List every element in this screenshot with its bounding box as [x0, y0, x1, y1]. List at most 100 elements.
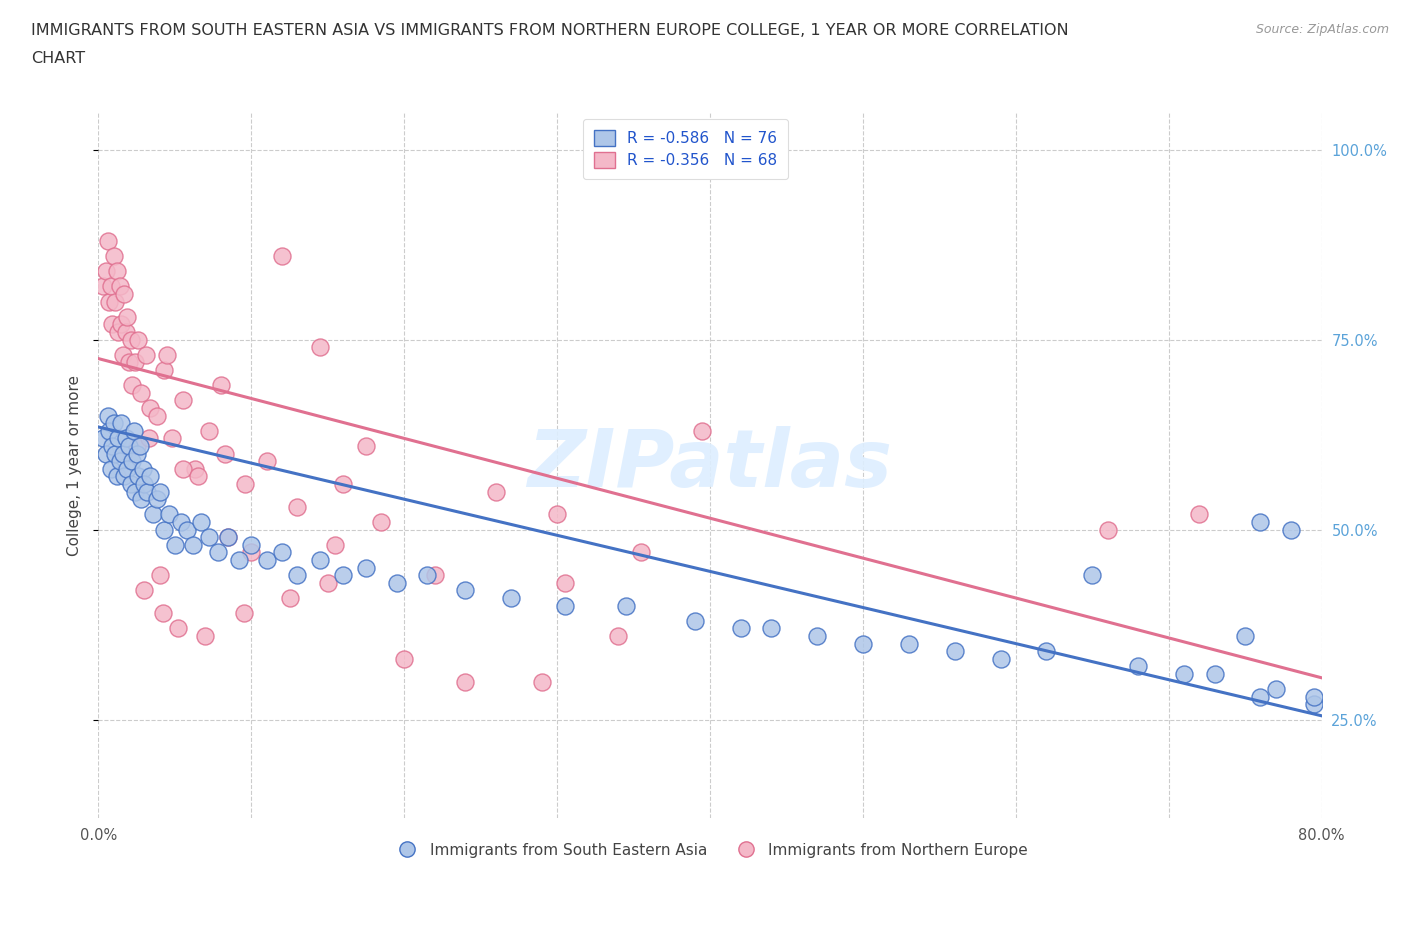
Point [370, 514, 392, 529]
Point [184, 461, 207, 476]
Legend: Immigrants from South Eastern Asia, Immigrants from Northern Europe: Immigrants from South Eastern Asia, Immi… [385, 837, 1035, 864]
Point [120, 332, 142, 347]
Point [167, 621, 190, 636]
Point [1234, 629, 1257, 644]
Point [125, 439, 148, 454]
Point [101, 317, 124, 332]
Point [190, 514, 212, 529]
Point [115, 431, 138, 445]
Point [108, 454, 131, 469]
Point [285, 499, 308, 514]
Point [94, 446, 117, 461]
Point [149, 485, 172, 499]
Point [107, 431, 129, 445]
Point [423, 567, 446, 582]
Point [270, 248, 292, 263]
Point [1128, 659, 1150, 674]
Point [153, 363, 176, 378]
Point [501, 591, 523, 605]
Point [160, 431, 183, 445]
Text: CHART: CHART [31, 51, 84, 66]
Point [104, 446, 127, 461]
Point [325, 538, 347, 552]
Point [990, 651, 1012, 666]
Point [176, 522, 198, 537]
Point [1279, 522, 1302, 537]
Point [112, 286, 135, 301]
Point [156, 348, 179, 363]
Point [142, 507, 165, 522]
Point [1264, 682, 1286, 697]
Point [256, 454, 278, 469]
Point [91, 279, 114, 294]
Point [138, 431, 160, 445]
Point [1249, 514, 1271, 529]
Point [128, 439, 150, 454]
Point [759, 621, 782, 636]
Point [134, 476, 156, 491]
Point [107, 325, 129, 339]
Point [134, 583, 156, 598]
Point [332, 567, 354, 582]
Point [135, 348, 157, 363]
Point [110, 416, 132, 431]
Text: Source: ZipAtlas.com: Source: ZipAtlas.com [1256, 23, 1389, 36]
Point [152, 605, 174, 620]
Point [1303, 689, 1326, 704]
Point [103, 416, 125, 431]
Point [730, 621, 752, 636]
Point [104, 294, 127, 309]
Point [485, 485, 508, 499]
Point [111, 348, 134, 363]
Point [101, 439, 124, 454]
Point [209, 378, 232, 392]
Point [1188, 507, 1211, 522]
Point [105, 264, 128, 279]
Point [111, 446, 134, 461]
Point [1249, 689, 1271, 704]
Point [149, 567, 172, 582]
Point [115, 325, 138, 339]
Point [1204, 667, 1226, 682]
Point [139, 469, 162, 484]
Point [139, 401, 162, 416]
Point [332, 476, 354, 491]
Point [157, 507, 180, 522]
Point [181, 538, 204, 552]
Point [120, 476, 142, 491]
Point [233, 476, 256, 491]
Point [91, 431, 114, 445]
Point [546, 507, 568, 522]
Point [1097, 522, 1119, 537]
Point [1081, 567, 1104, 582]
Point [118, 355, 141, 370]
Point [172, 461, 194, 476]
Point [100, 279, 122, 294]
Point [385, 576, 408, 591]
Point [256, 552, 278, 567]
Point [309, 552, 332, 567]
Point [117, 461, 139, 476]
Point [1303, 697, 1326, 711]
Point [125, 446, 148, 461]
Point [217, 530, 239, 545]
Point [121, 378, 143, 392]
Point [630, 545, 652, 560]
Point [103, 248, 125, 263]
Point [232, 605, 254, 620]
Point [683, 614, 706, 629]
Point [416, 567, 439, 582]
Point [454, 674, 477, 689]
Point [124, 485, 146, 499]
Point [136, 485, 159, 499]
Point [692, 423, 714, 438]
Point [110, 317, 132, 332]
Point [118, 439, 141, 454]
Point [163, 538, 186, 552]
Point [316, 576, 339, 591]
Point [132, 461, 155, 476]
Point [98, 423, 121, 438]
Text: ZIPatlas: ZIPatlas [527, 426, 893, 504]
Point [228, 552, 250, 567]
Point [852, 636, 875, 651]
